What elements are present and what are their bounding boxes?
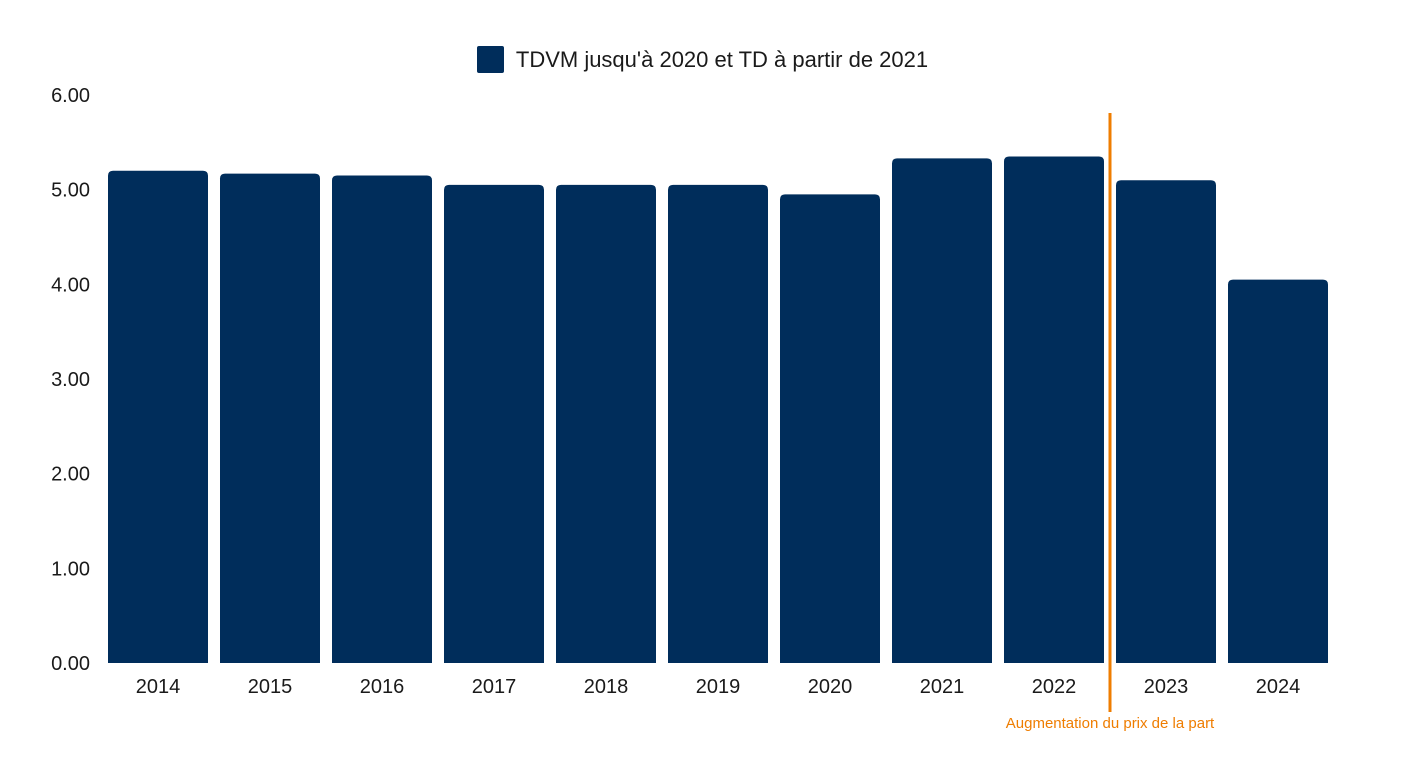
x-tick-label: 2023 bbox=[1144, 676, 1189, 698]
x-tick-label: 2018 bbox=[584, 676, 629, 698]
y-tick-label: 2.00 bbox=[51, 464, 90, 486]
x-tick-label: 2021 bbox=[920, 676, 965, 698]
y-tick-label: 6.00 bbox=[51, 85, 90, 107]
bar-2016 bbox=[332, 175, 432, 663]
bar-2023 bbox=[1116, 180, 1216, 663]
legend-swatch bbox=[476, 46, 504, 73]
bar-2020 bbox=[780, 194, 880, 663]
x-tick-label: 2019 bbox=[696, 676, 741, 698]
y-tick-label: 5.00 bbox=[51, 180, 90, 202]
x-axis-ticks: 2014 2015 2016 2017 2018 2019 2020 2021 2022 2023… bbox=[136, 676, 1301, 698]
bar-2022 bbox=[1004, 156, 1104, 664]
x-tick-label: 2017 bbox=[472, 676, 517, 698]
x-tick-label: 2022 bbox=[1032, 676, 1077, 698]
y-tick-label: 3.00 bbox=[51, 369, 90, 391]
bar-2018 bbox=[556, 184, 656, 663]
annotation: Augmentation du prix de la part bbox=[1006, 113, 1215, 732]
bar-2015 bbox=[220, 173, 320, 663]
y-tick-label: 1.00 bbox=[51, 558, 90, 580]
bar-2019 bbox=[668, 184, 768, 663]
x-tick-label: 2016 bbox=[360, 676, 405, 698]
bar-2017 bbox=[444, 184, 544, 663]
bars bbox=[108, 156, 1328, 664]
legend: TDVM jusqu'à 2020 et TD à partir de 2021 bbox=[0, 46, 1405, 73]
x-tick-label: 2015 bbox=[248, 676, 293, 698]
annotation-label: Augmentation du prix de la part bbox=[1006, 715, 1215, 732]
x-tick-label: 2024 bbox=[1256, 676, 1301, 698]
bar-2014 bbox=[108, 170, 208, 663]
y-axis-ticks: 0.00 1.00 2.00 3.00 4.00 5.00 6.00 bbox=[51, 85, 90, 675]
bar-2024 bbox=[1228, 279, 1328, 663]
bar-2021 bbox=[892, 158, 992, 663]
x-tick-label: 2020 bbox=[808, 676, 853, 698]
x-tick-label: 2014 bbox=[136, 676, 181, 698]
y-tick-label: 0.00 bbox=[51, 653, 90, 675]
y-tick-label: 4.00 bbox=[51, 274, 90, 296]
legend-label: TDVM jusqu'à 2020 et TD à partir de 2021 bbox=[515, 46, 929, 72]
